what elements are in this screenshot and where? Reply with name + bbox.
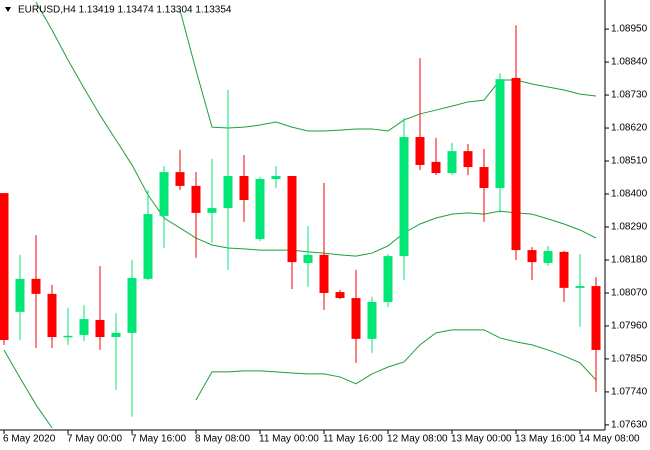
candle-body [127, 277, 137, 333]
candle-body [175, 172, 185, 186]
bands [3, 1, 597, 429]
x-tick-label: 12 May 08:00 [387, 434, 448, 445]
candle-body [79, 319, 89, 335]
y-tick-label: 1.07740 [611, 387, 648, 398]
y-tick-label: 1.07850 [611, 354, 648, 365]
candle-body [319, 254, 329, 293]
candle-body [367, 301, 377, 339]
candle-body [287, 176, 297, 263]
y-tick-label: 1.08070 [611, 288, 648, 299]
band-line [179, 10, 597, 132]
x-tick-label: 11 May 00:00 [259, 434, 319, 445]
y-tick-label: 1.08290 [611, 222, 648, 233]
candle-body [63, 335, 73, 338]
candles [0, 25, 601, 417]
candle-body [495, 79, 505, 189]
x-tick-label: 13 May 00:00 [451, 434, 512, 445]
candle-body [255, 179, 265, 239]
candle-body [543, 250, 553, 263]
y-tick-label: 1.07960 [611, 321, 648, 332]
candle-body [399, 137, 409, 257]
x-tick-label: 7 May 00:00 [67, 434, 122, 445]
x-tick-label: 7 May 16:00 [131, 434, 186, 445]
candle-body [591, 286, 601, 350]
y-tick-label: 1.08510 [611, 156, 648, 167]
candle-body [271, 176, 281, 180]
candle-body [415, 137, 425, 165]
candle-body [95, 319, 105, 338]
x-tick-label: 13 May 16:00 [515, 434, 576, 445]
candle-body [15, 278, 25, 312]
candle-body [159, 172, 169, 216]
candle-body [0, 193, 9, 341]
x-tick-label: 8 May 08:00 [195, 434, 250, 445]
candle-body [47, 293, 57, 338]
candle-body [335, 292, 345, 299]
candle-body [207, 208, 217, 213]
candle-body [463, 151, 473, 168]
candle-body [559, 251, 569, 288]
y-tick-label: 1.08180 [611, 255, 648, 266]
candle-body [447, 151, 457, 174]
band-line [35, 1, 597, 257]
candle-body [303, 254, 313, 263]
y-tick-label: 1.07630 [611, 420, 648, 431]
y-tick-label: 1.08730 [611, 90, 648, 101]
candle-body [31, 278, 41, 294]
candle-body [575, 286, 585, 288]
candle-body [479, 167, 489, 189]
x-tick-label: 11 May 16:00 [323, 434, 383, 445]
y-tick-label: 1.08840 [611, 57, 648, 68]
candle-body [351, 298, 361, 339]
candle-body [239, 176, 249, 201]
y-tick-label: 1.08400 [611, 189, 648, 200]
candle-body [431, 161, 441, 174]
x-tick-label: 14 May 08:00 [579, 434, 640, 445]
chart-title: EURUSD,H4 1.13419 1.13474 1.13304 1.1335… [18, 5, 232, 16]
candle-body [383, 256, 393, 302]
candle-body [111, 332, 121, 338]
candle-body [223, 176, 233, 209]
candle-body [511, 77, 521, 251]
axes: 1.08950 1.08840 1.08730 1.08620 1.08510 1.084… [3, 24, 648, 445]
candle-body [527, 250, 537, 263]
y-tick-label: 1.08950 [611, 24, 648, 35]
band-line [3, 329, 597, 429]
x-tick-label: 6 May 2020 [3, 434, 56, 445]
title-arrow [5, 7, 11, 12]
candle-body [143, 214, 153, 279]
candle-body [191, 185, 201, 213]
y-tick-label: 1.08620 [611, 123, 648, 134]
